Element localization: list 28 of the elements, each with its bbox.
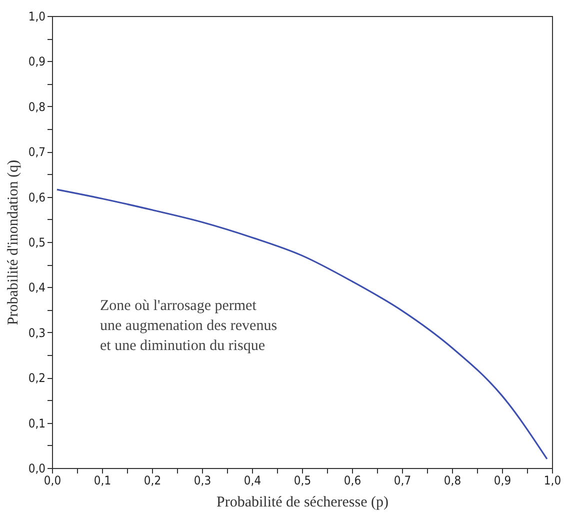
- x-tick-label: 0,2: [144, 474, 162, 488]
- annotation: Zone où l'arrosage permet: [100, 298, 258, 314]
- x-tick-label: 0,1: [94, 474, 112, 488]
- y-tick-label: 0,4: [28, 280, 46, 295]
- x-tick-label: 0,0: [44, 474, 62, 488]
- y-tick-label: 0,5: [28, 236, 46, 250]
- y-tick-label: 0,9: [28, 54, 46, 69]
- x-axis-title: Probabilité de sécheresse (p): [216, 494, 389, 510]
- y-tick-label: 0,8: [28, 100, 46, 114]
- y-tick-label: 0,3: [28, 326, 46, 340]
- x-tick-label: 0,8: [444, 474, 462, 488]
- annotation: et une diminution du risque: [100, 338, 266, 354]
- y-tick-label: 1,0: [28, 10, 46, 24]
- x-tick-label: 0,7: [394, 474, 412, 488]
- y-tick-label: 0,1: [28, 416, 46, 430]
- y-tick-label: 0,2: [28, 371, 46, 386]
- x-tick-label: 0,5: [294, 474, 312, 488]
- x-tick-label: 0,9: [494, 474, 512, 488]
- y-axis-title: Probabilité d'inondation (q): [5, 160, 22, 326]
- x-tick-label: 0,4: [244, 474, 262, 488]
- line-series: [56, 188, 548, 460]
- y-tick-label: 0,0: [28, 462, 46, 476]
- x-tick-label: 1,0: [544, 474, 562, 488]
- x-tick-label: 0,6: [344, 474, 362, 488]
- y-tick-label: 0,6: [28, 190, 46, 204]
- x-tick-label: 0,3: [194, 474, 212, 488]
- annotation: une augmenation des revenus: [100, 318, 278, 334]
- y-tick-label: 0,7: [28, 145, 46, 160]
